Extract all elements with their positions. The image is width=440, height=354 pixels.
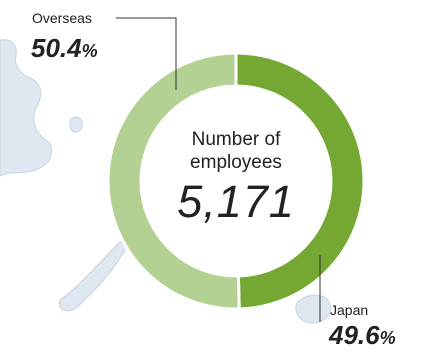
background-map	[0, 39, 332, 324]
leader-line-overseas	[116, 17, 177, 90]
center-title-line-1: Number of	[191, 129, 281, 150]
overseas-percent-unit: %	[81, 41, 98, 61]
japan-percent-unit: %	[379, 328, 396, 348]
map-landmass-left	[0, 39, 53, 177]
donut-hole	[141, 86, 331, 276]
overseas-label-name: Overseas	[32, 10, 92, 26]
map-island-small	[69, 116, 83, 133]
leader-lines	[116, 17, 321, 322]
overseas-percent-number: 50.4	[31, 33, 82, 63]
overseas-label-value: 50.4%	[31, 33, 98, 64]
map-island-southeast	[295, 294, 332, 324]
center-title: Number of employees	[161, 128, 311, 174]
center-title-line-2: employees	[190, 152, 282, 173]
japan-percent-number: 49.6	[329, 320, 380, 350]
japan-label-name: Japan	[330, 302, 369, 318]
japan-label-value: 49.6%	[329, 320, 396, 351]
center-total-employees: 5,171	[177, 176, 295, 227]
map-island-south	[58, 240, 128, 312]
donut-center-text: Number of employees 5,171	[161, 128, 311, 228]
